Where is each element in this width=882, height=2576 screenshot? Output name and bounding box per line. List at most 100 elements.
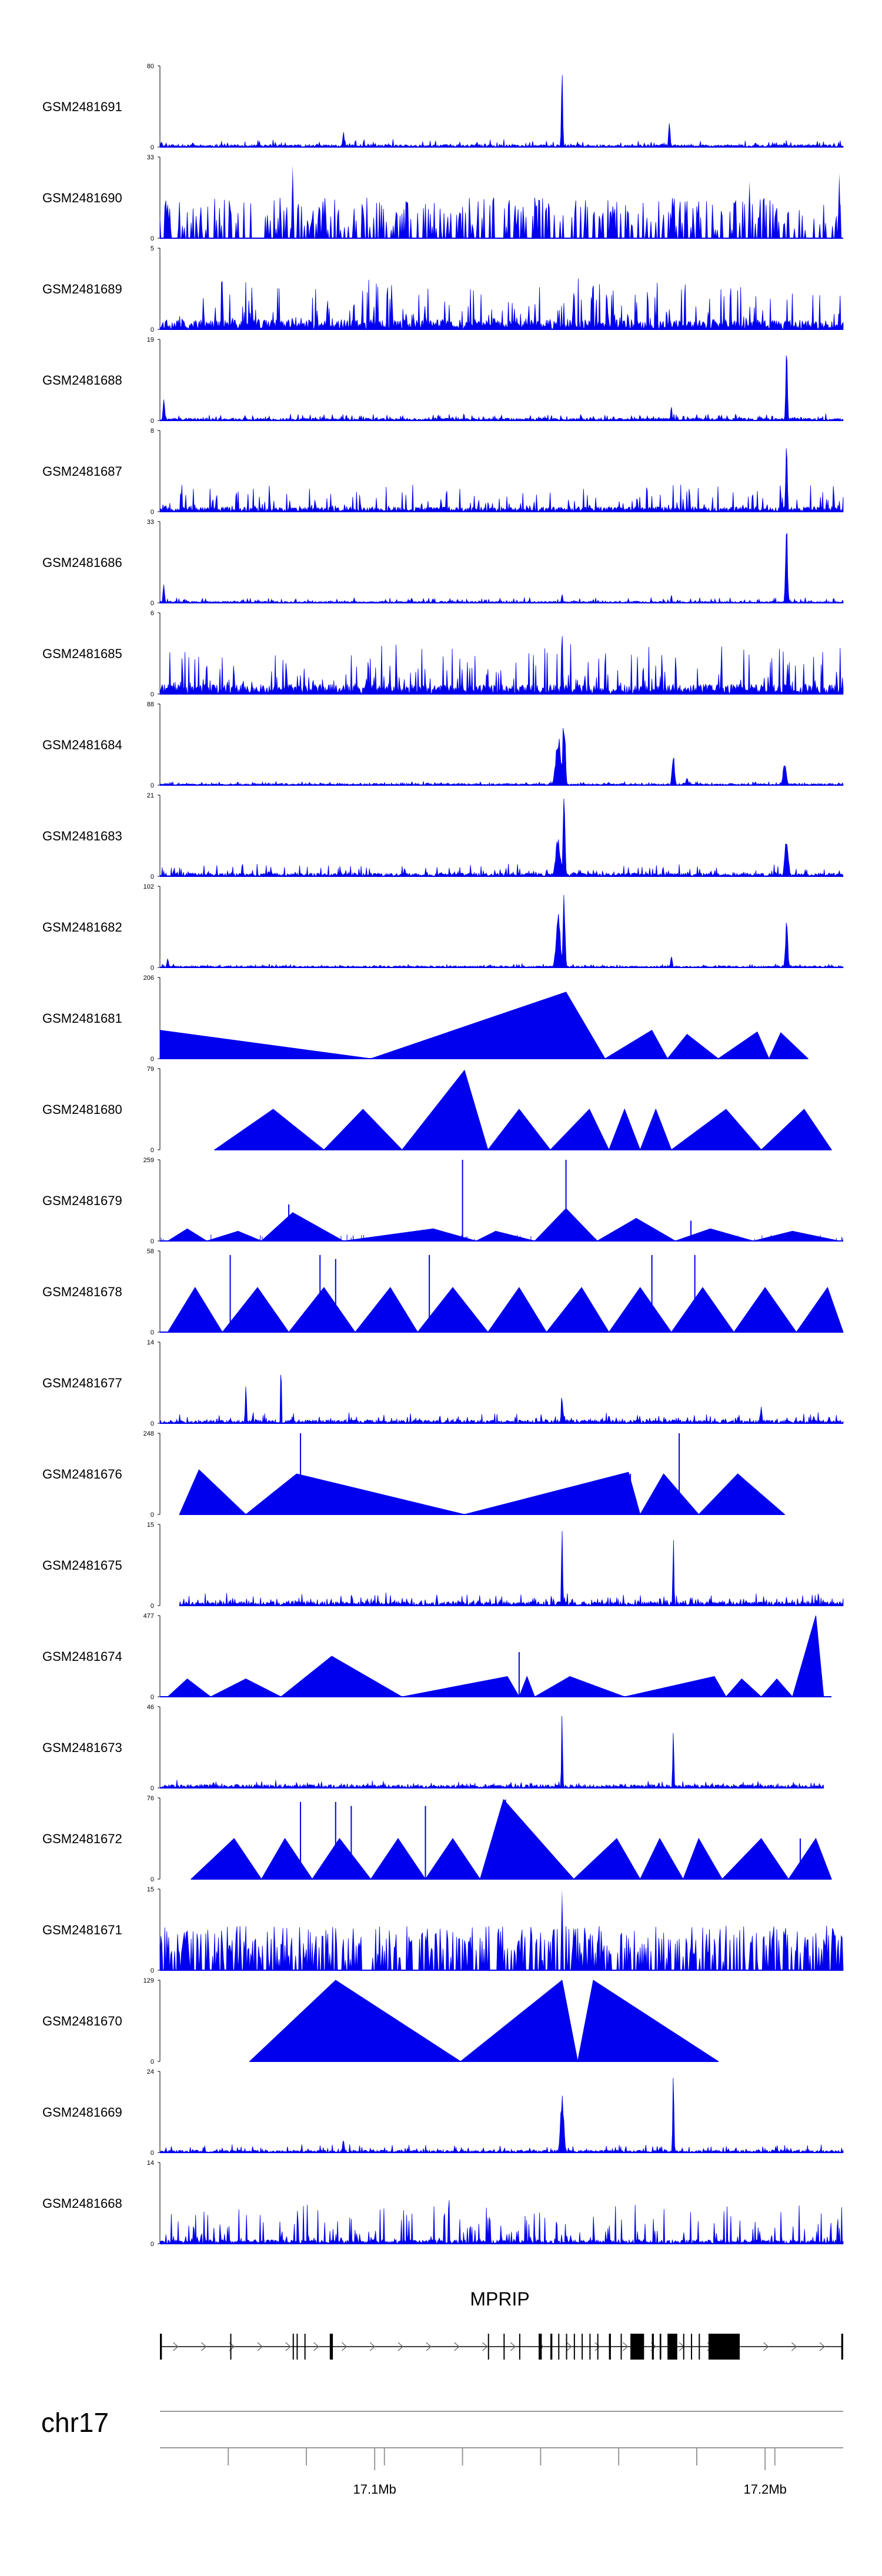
track-label: GSM2481668: [42, 2196, 122, 2211]
signal-area: [159, 1926, 844, 1971]
y-tick-label-zero: 0: [151, 1238, 154, 1245]
strand-arrow-icon: [566, 2342, 572, 2351]
tracks-group: GSM2481691800GSM2481690330GSM248168950GS…: [42, 63, 844, 2248]
gene-exon: [503, 2334, 505, 2360]
track-GSM2481679: GSM2481679 259 0: [42, 1157, 843, 1245]
track-label: GSM2481690: [42, 191, 122, 205]
gene-exon: [652, 2334, 654, 2360]
track-label: GSM2481669: [42, 2105, 122, 2120]
y-tick-label-zero: 0: [151, 1694, 154, 1701]
gene-exon: [160, 2334, 162, 2360]
strand-arrow-icon: [763, 2342, 769, 2351]
y-tick-label-max: 58: [147, 1248, 154, 1255]
track-GSM2481674: GSM2481674 477 0: [42, 1613, 832, 1701]
chromosome-label: chr17: [41, 2407, 109, 2438]
y-tick-label-max: 19: [147, 336, 154, 343]
y-tick-label-max: 21: [147, 792, 154, 799]
y-tick-label-max: 79: [147, 1066, 154, 1073]
track-label: GSM2481681: [42, 1011, 122, 1026]
gene-exon: [304, 2334, 306, 2360]
signal-area: [159, 197, 843, 239]
signal-area: [249, 1980, 720, 2062]
track-GSM2481668: GSM2481668 14 0: [42, 2160, 844, 2248]
signal-area: [159, 355, 844, 422]
track-GSM2481678: GSM2481678 58 0: [42, 1248, 844, 1336]
track-label: GSM2481673: [42, 1740, 122, 1755]
y-tick-label-zero: 0: [151, 2241, 154, 2248]
track-GSM2481689: GSM2481689 5 0: [42, 245, 844, 333]
y-tick-label-zero: 0: [151, 1056, 154, 1063]
track-GSM2481681: GSM2481681 206 0: [42, 975, 809, 1063]
track-GSM2481670: GSM2481670 129 0: [42, 1977, 720, 2066]
signal-area: [159, 798, 844, 877]
strand-arrow-icon: [623, 2342, 629, 2351]
strand-arrow-icon: [426, 2342, 432, 2351]
gene-exon: [699, 2334, 700, 2360]
track-GSM2481680: GSM2481680 79 0: [42, 1066, 833, 1154]
y-tick-label-max: 76: [147, 1795, 154, 1802]
gene-exon: [589, 2334, 591, 2360]
y-tick-label-zero: 0: [151, 600, 154, 607]
track-GSM2481690: GSM2481690 33 0: [42, 154, 843, 242]
track-label: GSM2481685: [42, 646, 122, 661]
y-tick-label-max: 33: [147, 519, 154, 526]
y-tick-label-zero: 0: [151, 1511, 154, 1519]
signal-spike: [290, 165, 295, 238]
signal-area: [166, 1208, 840, 1242]
y-tick-label-zero: 0: [151, 1147, 154, 1154]
signal-area: [159, 2078, 844, 2154]
y-tick-label-max: 248: [143, 1430, 154, 1437]
signal-area: [213, 1069, 833, 1151]
gene-exon: [573, 2334, 575, 2360]
y-tick-label-zero: 0: [151, 965, 154, 972]
signal-spike: [747, 181, 751, 238]
signal-area: [159, 1716, 824, 1789]
strand-arrow-icon: [482, 2342, 488, 2351]
gene-exon: [566, 2334, 567, 2360]
track-label: GSM2481689: [42, 282, 122, 296]
track-label: GSM2481676: [42, 1467, 122, 1481]
track-label: GSM2481677: [42, 1376, 122, 1390]
signal-spike: [560, 1889, 564, 1970]
strand-arrow-icon: [201, 2342, 207, 2351]
genome-axis: chr17 17.1Mb 17.2Mb: [41, 2407, 843, 2497]
y-tick-label-zero: 0: [151, 326, 154, 333]
signal-area: [159, 895, 844, 968]
gene-exon: [550, 2334, 553, 2360]
y-tick-label-max: 15: [147, 1521, 154, 1529]
y-tick-label-max: 80: [147, 63, 154, 70]
y-tick-label-max: 206: [143, 975, 154, 982]
track-GSM2481675: GSM2481675 15 0: [42, 1521, 844, 1610]
track-GSM2481683: GSM2481683 21 0: [42, 792, 844, 880]
track-label: GSM2481672: [42, 1831, 122, 1846]
track-GSM2481672: GSM2481672 76 0: [42, 1795, 832, 1883]
y-tick-label-zero: 0: [151, 418, 154, 425]
track-GSM2481671: GSM2481671 15 0: [42, 1886, 844, 1974]
y-tick-label-zero: 0: [151, 1876, 154, 1883]
signal-area: [159, 2200, 844, 2245]
gene-exon: [691, 2334, 693, 2360]
gene-exon: [292, 2334, 294, 2360]
y-tick-label-max: 14: [147, 1339, 154, 1346]
track-GSM2481691: GSM2481691 80 0: [42, 63, 844, 151]
strand-arrow-icon: [285, 2342, 291, 2351]
track-label: GSM2481674: [42, 1649, 122, 1664]
track-label: GSM2481678: [42, 1284, 122, 1299]
signal-area: [159, 278, 844, 331]
track-GSM2481676: GSM2481676 248 0: [42, 1430, 786, 1519]
gene-exon: [630, 2334, 644, 2360]
track-label: GSM2481684: [42, 738, 122, 752]
track-GSM2481673: GSM2481673 46 0: [42, 1704, 824, 1792]
signal-area: [159, 448, 844, 513]
y-tick-label-max: 33: [147, 154, 154, 161]
track-GSM2481677: GSM2481677 14 0: [42, 1339, 844, 1427]
gene-exon: [296, 2334, 298, 2360]
y-tick-label-zero: 0: [151, 691, 154, 698]
track-label: GSM2481671: [42, 1923, 122, 1937]
strand-arrow-icon: [791, 2342, 797, 2351]
signal-area: [179, 1469, 786, 1516]
track-label: GSM2481691: [42, 99, 122, 114]
signal-area: [159, 636, 844, 695]
y-tick-label-max: 259: [143, 1157, 154, 1164]
